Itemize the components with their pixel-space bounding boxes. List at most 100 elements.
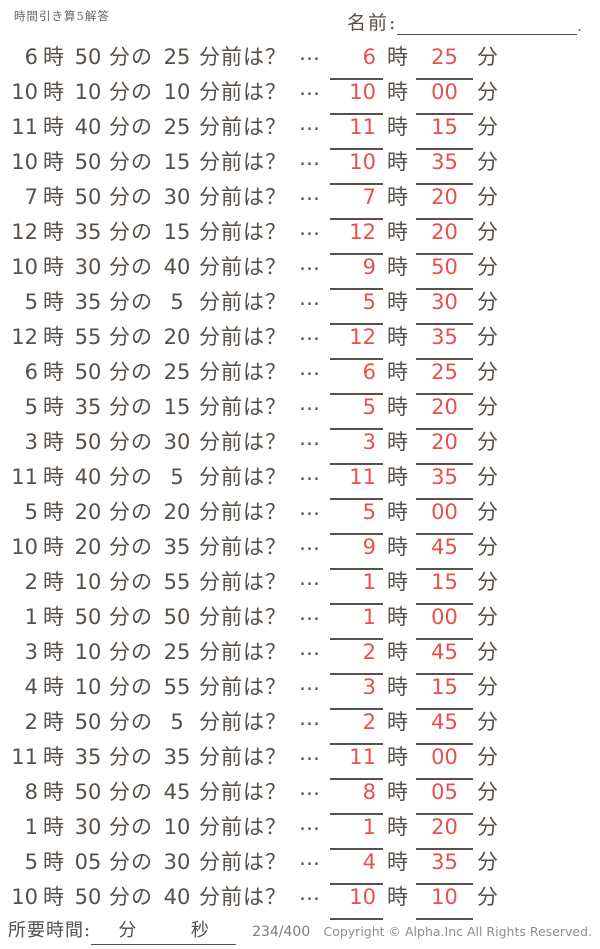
question-minute: 50 xyxy=(74,780,102,804)
answer-minute: 30 xyxy=(416,285,473,325)
answer-minute: 00 xyxy=(416,495,473,535)
before-question-label: 分前は？ xyxy=(199,745,287,769)
answer-minute: 20 xyxy=(416,390,473,430)
question-minutes-before: 35 xyxy=(163,535,191,559)
answer-hour-unit-label: 時 xyxy=(387,500,409,524)
hour-unit-label: 時 xyxy=(43,640,65,664)
question-minutes-before: 40 xyxy=(163,255,191,279)
answer-area: 2 時 45 分 xyxy=(330,635,499,675)
minutes-unit-label: 分 xyxy=(118,920,137,941)
answer-area: 3 時 20 分 xyxy=(330,425,499,465)
ellipsis: … xyxy=(299,741,322,765)
answer-hour: 5 xyxy=(330,495,383,535)
minute-no-label: 分の xyxy=(109,745,153,769)
hour-unit-label: 時 xyxy=(43,430,65,454)
question-minute: 55 xyxy=(74,325,102,349)
answer-area: 5 時 00 分 xyxy=(330,495,499,535)
ellipsis: … xyxy=(299,76,322,100)
answer-minute-unit-label: 分 xyxy=(477,255,499,279)
answer-hour-unit-label: 時 xyxy=(387,640,409,664)
problem-row: 10 時 30 分の 40 分前は？ … 9 時 50 分 xyxy=(0,250,600,290)
question-minute: 50 xyxy=(74,430,102,454)
hour-unit-label: 時 xyxy=(43,850,65,874)
hour-unit-label: 時 xyxy=(43,815,65,839)
hour-unit-label: 時 xyxy=(43,80,65,104)
question-minute: 10 xyxy=(74,640,102,664)
answer-hour-unit-label: 時 xyxy=(387,885,409,909)
before-question-label: 分前は？ xyxy=(199,570,287,594)
answer-hour-unit-label: 時 xyxy=(387,185,409,209)
hour-unit-label: 時 xyxy=(43,780,65,804)
before-question-label: 分前は？ xyxy=(199,710,287,734)
answer-hour-unit-label: 時 xyxy=(387,80,409,104)
minute-no-label: 分の xyxy=(109,395,153,419)
before-question-label: 分前は？ xyxy=(199,675,287,699)
answer-minute: 35 xyxy=(416,320,473,360)
minute-no-label: 分の xyxy=(109,535,153,559)
problem-row: 10 時 10 分の 10 分前は？ … 10 時 00 分 xyxy=(0,75,600,115)
before-question-label: 分前は？ xyxy=(199,465,287,489)
question-minute: 05 xyxy=(74,850,102,874)
hour-unit-label: 時 xyxy=(43,255,65,279)
answer-hour: 7 xyxy=(330,180,383,220)
answer-minute-unit-label: 分 xyxy=(477,290,499,314)
answer-hour-unit-label: 時 xyxy=(387,395,409,419)
hour-unit-label: 時 xyxy=(43,745,65,769)
before-question-label: 分前は？ xyxy=(199,500,287,524)
answer-area: 5 時 20 分 xyxy=(330,390,499,430)
answer-hour: 1 xyxy=(330,810,383,850)
answer-hour: 11 xyxy=(330,740,383,780)
answer-hour: 10 xyxy=(330,145,383,185)
ellipsis: … xyxy=(299,531,322,555)
seconds-unit-label: 秒 xyxy=(190,920,209,941)
question-minute: 20 xyxy=(74,535,102,559)
page-counter: 234/400 xyxy=(252,924,311,940)
minute-no-label: 分の xyxy=(109,45,153,69)
before-question-label: 分前は？ xyxy=(199,430,287,454)
minute-no-label: 分の xyxy=(109,255,153,279)
before-question-label: 分前は？ xyxy=(199,535,287,559)
question-minutes-before: 20 xyxy=(163,500,191,524)
before-question-label: 分前は？ xyxy=(199,45,287,69)
problem-row: 8 時 50 分の 45 分前は？ … 8 時 05 分 xyxy=(0,775,600,815)
question-hour: 1 xyxy=(24,605,38,629)
problem-row: 10 時 50 分の 40 分前は？ … 10 時 10 分 xyxy=(0,880,600,920)
question-hour: 6 xyxy=(24,360,38,384)
question-hour: 12 xyxy=(11,220,38,244)
answer-minute-unit-label: 分 xyxy=(477,80,499,104)
answer-minute-unit-label: 分 xyxy=(477,220,499,244)
answer-minute: 25 xyxy=(416,355,473,395)
problem-row: 7 時 50 分の 30 分前は？ … 7 時 20 分 xyxy=(0,180,600,220)
question-minutes-before: 25 xyxy=(163,45,191,69)
question-hour: 7 xyxy=(24,185,38,209)
minute-no-label: 分の xyxy=(109,80,153,104)
problem-row: 5 時 05 分の 30 分前は？ … 4 時 35 分 xyxy=(0,845,600,885)
question-minute: 50 xyxy=(74,185,102,209)
ellipsis: … xyxy=(299,776,322,800)
answer-minute-unit-label: 分 xyxy=(477,465,499,489)
question-hour: 10 xyxy=(11,255,38,279)
answer-area: 11 時 15 分 xyxy=(330,110,499,150)
problem-row: 1 時 50 分の 50 分前は？ … 1 時 00 分 xyxy=(0,600,600,640)
required-time-label: 所要時間: xyxy=(8,920,92,941)
answer-area: 5 時 30 分 xyxy=(330,285,499,325)
problem-row: 10 時 50 分の 15 分前は？ … 10 時 35 分 xyxy=(0,145,600,185)
question-minutes-before: 55 xyxy=(163,570,191,594)
answer-area: 11 時 00 分 xyxy=(330,740,499,780)
answer-hour-unit-label: 時 xyxy=(387,745,409,769)
question-minutes-before: 10 xyxy=(163,815,191,839)
problem-row: 6 時 50 分の 25 分前は？ … 6 時 25 分 xyxy=(0,355,600,395)
question-minutes-before: 50 xyxy=(163,605,191,629)
minute-no-label: 分の xyxy=(109,815,153,839)
hour-unit-label: 時 xyxy=(43,605,65,629)
ellipsis: … xyxy=(299,216,322,240)
question-minute: 35 xyxy=(74,220,102,244)
answer-area: 9 時 45 分 xyxy=(330,530,499,570)
answer-hour-unit-label: 時 xyxy=(387,255,409,279)
answer-hour-unit-label: 時 xyxy=(387,360,409,384)
answer-minute-unit-label: 分 xyxy=(477,325,499,349)
footer: 所要時間: 分 秒 234/400 Copyright © Alpha.Inc … xyxy=(0,916,600,945)
answer-hour: 11 xyxy=(330,110,383,150)
ellipsis: … xyxy=(299,181,322,205)
answer-minute: 45 xyxy=(416,635,473,675)
